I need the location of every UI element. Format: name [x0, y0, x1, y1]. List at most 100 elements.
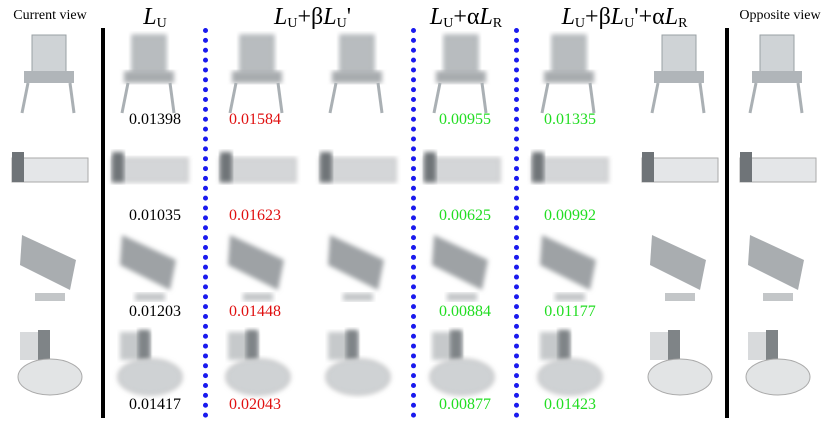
image-shape [225, 358, 291, 396]
image-shape [346, 330, 358, 360]
image-shape [276, 82, 284, 114]
image-shape [120, 82, 130, 114]
image-shape [661, 34, 697, 74]
loss-value: 0.01584 [229, 111, 281, 128]
image-shape [11, 157, 89, 183]
loss-value: 0.01423 [544, 396, 596, 413]
loss-value: 0.01177 [544, 303, 596, 320]
loss-value: 0.01335 [544, 111, 596, 128]
image-shape [650, 82, 660, 114]
image-shape [531, 157, 609, 183]
image-shape [38, 330, 50, 360]
image-shape [650, 235, 706, 290]
header-part: L [323, 4, 337, 30]
image-shape [647, 358, 713, 396]
image-shape [447, 293, 477, 301]
header-part: R [678, 16, 688, 31]
image-shape [537, 358, 603, 396]
image-shape [332, 71, 382, 83]
image-shape [35, 293, 65, 301]
image-shape [20, 235, 76, 290]
image-shape [745, 358, 811, 396]
header-part: +β [585, 4, 611, 30]
loss-value: 0.00955 [439, 111, 491, 128]
image-shape [698, 82, 706, 114]
image-shape [220, 152, 232, 182]
image-shape [343, 293, 373, 301]
loss-value: 0.01417 [129, 396, 181, 413]
header-part: U [443, 16, 454, 31]
image-shape [665, 293, 695, 301]
image-shape [796, 82, 804, 114]
image-shape [480, 82, 488, 114]
image-shape [131, 34, 167, 74]
header-part: U [336, 16, 347, 31]
header-part: +β [297, 4, 324, 30]
image-shape [432, 82, 442, 114]
header-part: L [429, 4, 444, 30]
image-shape [748, 82, 758, 114]
header-part: U [624, 16, 635, 31]
image-shape [320, 152, 332, 182]
separator [725, 28, 729, 418]
loss-value: 0.00877 [439, 396, 491, 413]
header: LU+βLU'+αLR [522, 4, 727, 32]
image-shape [239, 34, 275, 74]
image-shape [450, 330, 462, 360]
header-part: U [287, 16, 298, 31]
image-shape [642, 152, 654, 182]
header: Opposite view [739, 8, 821, 23]
image-shape [532, 152, 544, 182]
header: LU+βLU' [215, 4, 410, 32]
image-shape [752, 71, 802, 83]
header-part: L [664, 4, 679, 30]
image-shape [544, 71, 594, 83]
image-shape [135, 293, 165, 301]
image-shape [112, 152, 124, 182]
image-shape [558, 330, 570, 360]
image-shape [124, 71, 174, 83]
image-shape [168, 82, 176, 114]
image-shape [759, 34, 795, 74]
header-part: U [574, 16, 586, 31]
image-shape [432, 235, 488, 290]
image-shape [376, 82, 384, 114]
header-part: R [492, 16, 503, 31]
image-shape [763, 293, 793, 301]
image-shape [328, 235, 384, 290]
image-shape [325, 358, 391, 396]
image-shape [17, 358, 83, 396]
image-shape [12, 152, 24, 182]
image-shape [668, 330, 680, 360]
image-shape [31, 34, 67, 74]
header-part: L [273, 4, 288, 30]
image-shape [339, 34, 375, 74]
loss-value: 0.00884 [439, 303, 491, 320]
header-part: +α [453, 4, 480, 30]
header: LU+αLR [418, 4, 514, 32]
image-shape [120, 235, 176, 290]
header-part: '+α [634, 4, 665, 30]
image-shape [228, 235, 284, 290]
image-shape [246, 330, 258, 360]
separator [101, 28, 105, 418]
image-shape [20, 82, 30, 114]
image-shape [24, 71, 74, 83]
image-shape [232, 71, 282, 83]
separator [411, 28, 416, 418]
image-shape [243, 293, 273, 301]
image-shape [654, 71, 704, 83]
header-part: L [143, 4, 157, 30]
image-shape [319, 157, 397, 183]
image-shape [111, 157, 189, 183]
loss-value: 0.01035 [129, 207, 181, 224]
image-shape [443, 34, 479, 74]
header-part: ' [346, 4, 352, 30]
image-shape [424, 152, 436, 182]
image-shape [138, 330, 150, 360]
header-part: L [561, 4, 575, 30]
loss-value: 0.01448 [229, 303, 281, 320]
image-shape [429, 358, 495, 396]
image-shape [328, 82, 338, 114]
